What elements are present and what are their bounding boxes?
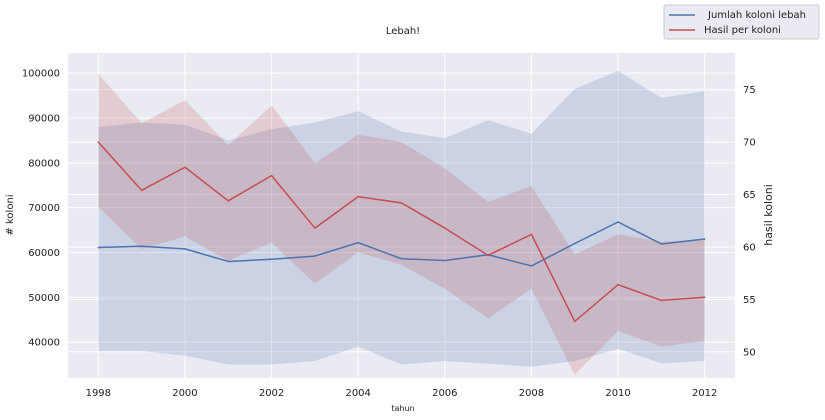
point-yield — [270, 174, 273, 177]
confidence-bands — [98, 70, 705, 375]
y-tick-label-right: 55 — [743, 295, 756, 306]
y-tick-label-left: 80000 — [28, 158, 60, 169]
y-tick-label-left: 40000 — [28, 338, 60, 349]
point-yield — [140, 189, 143, 192]
x-tick-label: 2012 — [692, 388, 717, 399]
point-colonies — [703, 238, 706, 240]
x-tick-label: 2010 — [605, 388, 630, 399]
x-tick-label: 2004 — [345, 388, 370, 399]
band-colonies — [98, 70, 705, 367]
x-tick-label: 1998 — [86, 388, 111, 399]
point-colonies — [617, 221, 619, 223]
legend-box — [663, 4, 820, 40]
point-yield — [487, 254, 489, 257]
x-tick-label: 2008 — [519, 388, 544, 399]
grid-lines — [68, 53, 735, 378]
point-colonies — [97, 246, 100, 249]
y-tick-label-left: 90000 — [28, 114, 60, 125]
point-yield — [617, 283, 619, 286]
y-tick-label-right: 50 — [743, 347, 756, 358]
point-colonies — [400, 257, 403, 260]
point-colonies — [573, 242, 576, 245]
y-tick-label-left: 100000 — [22, 69, 60, 80]
y-tick-label-right: 60 — [743, 242, 756, 253]
series-lines — [97, 141, 706, 323]
y-tick-label-left: 70000 — [28, 203, 60, 214]
y-axis-label-left: # koloni — [5, 194, 16, 235]
point-colonies — [314, 255, 316, 257]
point-yield — [573, 320, 576, 323]
y-tick-label-left: 50000 — [28, 293, 60, 304]
x-tick-label: 2000 — [172, 388, 197, 399]
y-tick-label-right: 65 — [743, 190, 756, 201]
y-tick-label-right: 70 — [743, 138, 756, 149]
point-colonies — [357, 241, 359, 244]
legend-label-yield: Hasil per koloni — [704, 25, 781, 36]
point-colonies — [660, 243, 663, 245]
point-colonies — [227, 260, 230, 263]
x-tick-label: 2002 — [259, 388, 284, 399]
plot-area — [68, 53, 735, 378]
point-yield — [530, 233, 533, 236]
point-yield — [660, 299, 663, 302]
x-tick-label: 2006 — [432, 388, 457, 399]
point-colonies — [184, 248, 186, 250]
point-colonies — [140, 245, 143, 248]
point-yield — [703, 296, 706, 299]
point-yield — [227, 200, 230, 202]
point-colonies — [530, 265, 533, 267]
point-colonies — [444, 259, 446, 262]
point-yield — [97, 141, 100, 143]
point-yield — [357, 195, 359, 198]
x-axis-label: tahun — [391, 404, 414, 413]
y-tick-label-left: 60000 — [28, 248, 60, 259]
y-axis-label-right: hasil koloni — [762, 184, 775, 246]
point-yield — [184, 166, 186, 169]
chart-title: Lebah! — [386, 26, 420, 37]
point-yield — [400, 202, 403, 204]
point-yield — [314, 227, 316, 229]
point-colonies — [270, 258, 273, 261]
tick-labels: 1998 2000 2002 2004 2006 2008 2010 2012 40000 500… — [22, 69, 756, 399]
legend-label-colonies: Jumlah koloni lebah — [707, 10, 806, 21]
point-yield — [444, 227, 446, 229]
band-yield — [98, 73, 705, 375]
legend: Jumlah koloni lebah Hasil per koloni — [663, 4, 820, 40]
y-tick-label-right: 75 — [743, 85, 756, 96]
